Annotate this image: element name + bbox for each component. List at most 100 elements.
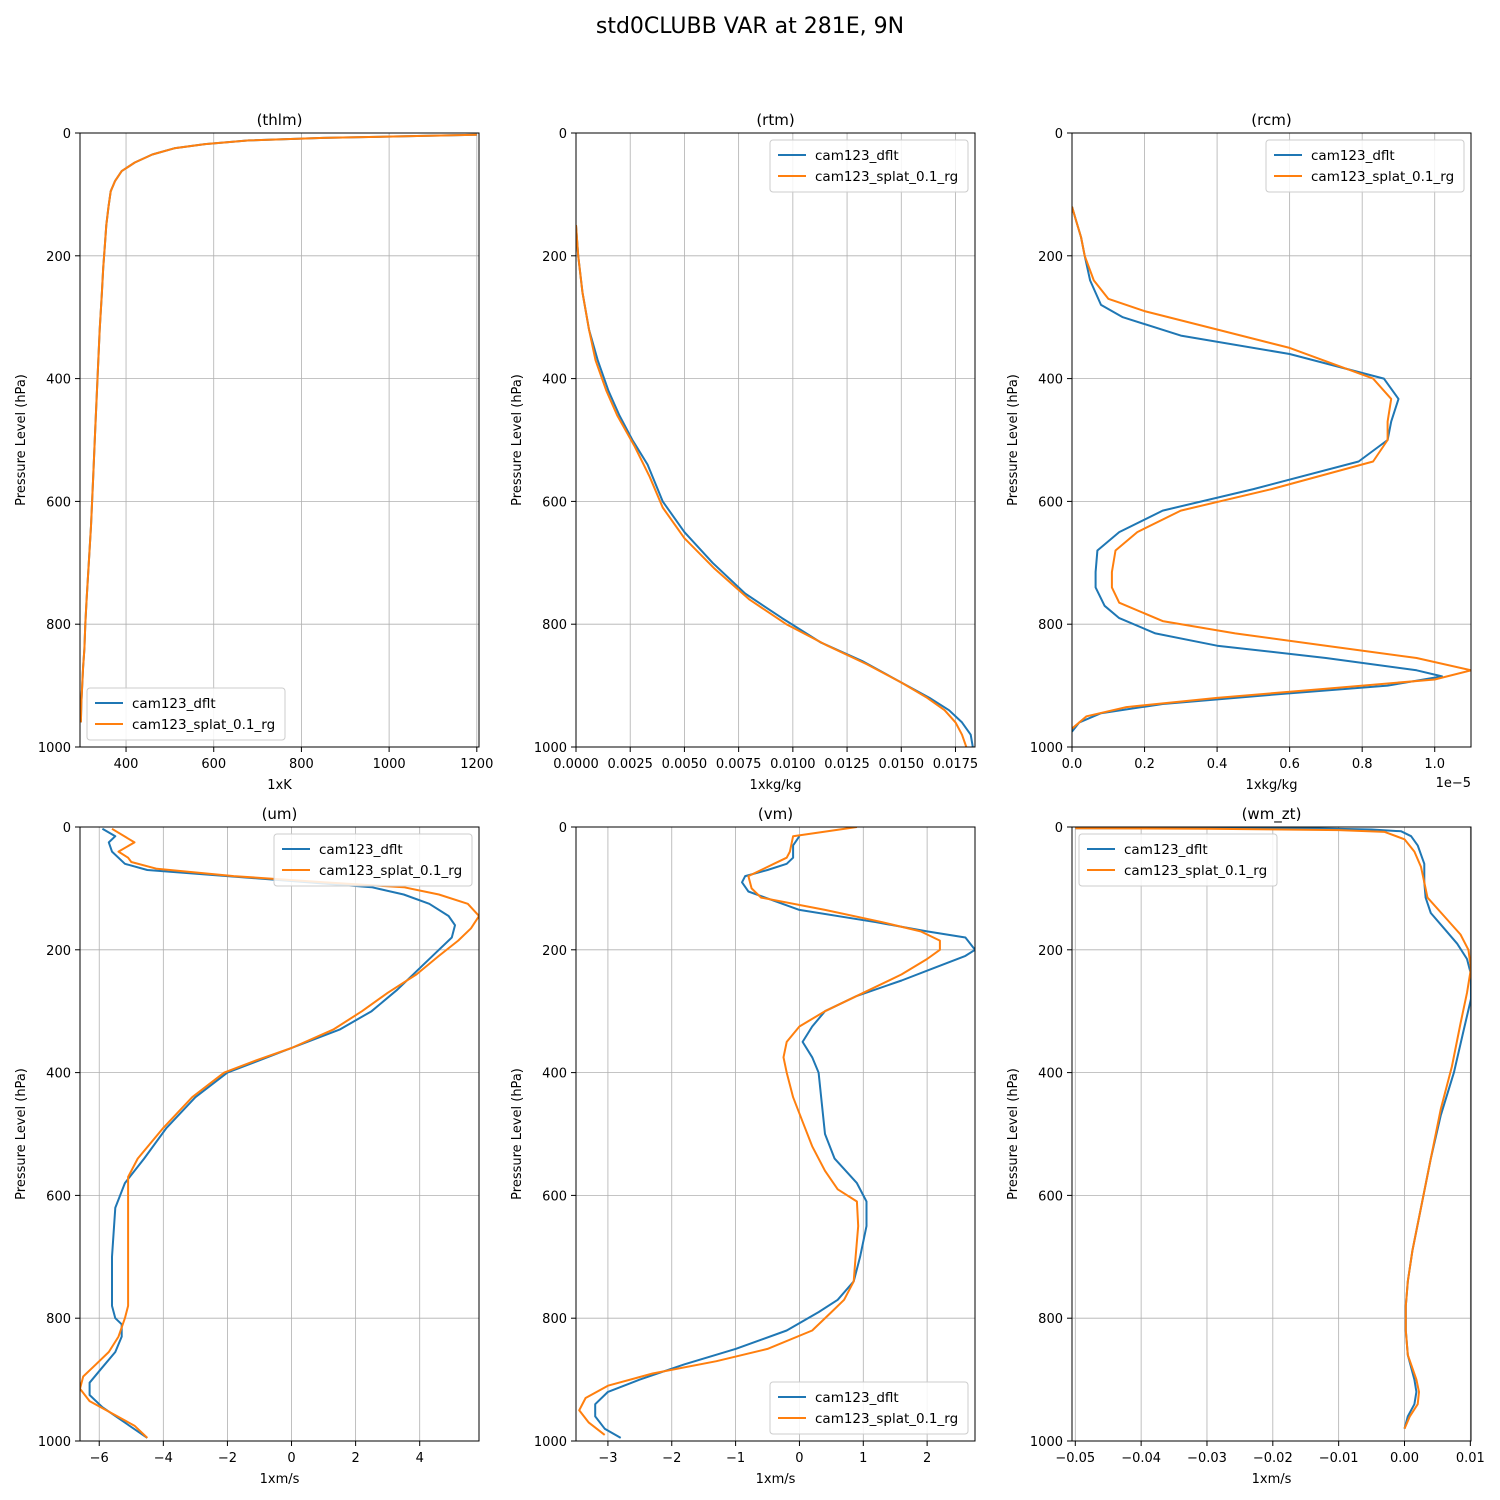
y-tick-label: 600 <box>46 495 71 510</box>
series-line-cam123_dflt <box>80 133 477 723</box>
x-tick-label: 0.4 <box>1207 757 1228 772</box>
y-tick-label: 600 <box>46 1189 71 1204</box>
x-tick-label: 0.0 <box>1062 757 1083 772</box>
series-line-cam123_splat_0.1_rg <box>80 827 479 1439</box>
series-line-cam123_splat_0.1_rg <box>80 133 477 723</box>
legend-entry: cam123_dflt <box>1124 842 1208 858</box>
x-tick-label: −2 <box>218 1451 237 1466</box>
x-tick-label: 0.2 <box>1134 757 1155 772</box>
legend-entry: cam123_splat_0.1_rg <box>132 717 275 733</box>
plot-frame <box>575 826 976 1442</box>
series-line-cam123_dflt <box>88 827 456 1439</box>
legend-entry: cam123_dflt <box>1311 148 1395 164</box>
legend: cam123_dflt cam123_splat_0.1_rg <box>273 833 473 887</box>
x-tick-label: 0.6 <box>1279 757 1300 772</box>
y-tick-label: 400 <box>46 373 71 388</box>
y-axis-label: Pressure Level (hPa) <box>1006 1068 1021 1200</box>
plot-frame <box>79 826 480 1442</box>
x-tick-label: 0.00 <box>1390 1451 1419 1466</box>
series-line-cam123_splat_0.1_rg <box>578 827 941 1436</box>
x-tick-label: 2 <box>351 1451 359 1466</box>
y-tick-label: 600 <box>542 1189 567 1204</box>
x-tick-label: 0 <box>287 1451 295 1466</box>
legend: cam123_dflt cam123_splat_0.1_rg <box>769 139 969 193</box>
legend-entry: cam123_dflt <box>319 842 403 858</box>
legend-box <box>86 687 286 741</box>
y-tick-label: 400 <box>1038 373 1063 388</box>
y-tick-label: 200 <box>46 944 71 959</box>
y-tick-label: 200 <box>1038 944 1063 959</box>
y-tick-label: 400 <box>542 373 567 388</box>
y-tick-label: 200 <box>542 250 567 265</box>
subplot-title: (rtm) <box>756 111 794 129</box>
legend-entry: cam123_splat_0.1_rg <box>1311 169 1454 185</box>
x-tick-label: 0.01 <box>1456 1451 1485 1466</box>
x-tick-label: 0.0000 <box>553 757 599 772</box>
y-tick-label: 600 <box>1038 495 1063 510</box>
subplot-vm: −3 −2 −1 0 1 2 0 200 400 600 800 1000 (vm) 1xm/s Press… <box>510 805 976 1487</box>
y-axis-label: Pressure Level (hPa) <box>510 1068 525 1200</box>
legend-entry: cam123_splat_0.1_rg <box>1124 863 1267 879</box>
x-tick-label: −0.03 <box>1187 1451 1227 1466</box>
subplot-title: (vm) <box>758 805 793 823</box>
x-tick-label: 0.0175 <box>933 757 979 772</box>
legend-box <box>273 833 473 887</box>
x-axis-label: 1xK <box>267 778 292 793</box>
legend-entry: cam123_dflt <box>815 148 899 164</box>
subplot-um: −6 −4 −2 0 2 4 0 200 400 600 800 1000 (um) 1xm/s Press… <box>14 805 480 1487</box>
series-line-cam123_dflt <box>576 225 974 747</box>
y-tick-label: 400 <box>1038 1067 1063 1082</box>
legend-entry: cam123_splat_0.1_rg <box>815 169 958 185</box>
subplot-title: (wm_zt) <box>1242 805 1302 824</box>
x-tick-label: 600 <box>201 757 226 772</box>
x-tick-label: 2 <box>923 1451 931 1466</box>
x-tick-label: 0.0075 <box>716 757 762 772</box>
legend: cam123_dflt cam123_splat_0.1_rg <box>769 1381 969 1435</box>
legend-entry: cam123_splat_0.1_rg <box>815 1411 958 1427</box>
legend-box <box>769 1381 969 1435</box>
x-tick-label: 1200 <box>460 757 493 772</box>
y-tick-label: 0 <box>63 821 71 836</box>
y-tick-label: 0 <box>1055 821 1063 836</box>
x-tick-label: −2 <box>662 1451 681 1466</box>
x-tick-label: −4 <box>154 1451 173 1466</box>
y-axis-label: Pressure Level (hPa) <box>14 374 29 506</box>
y-tick-label: 1000 <box>534 1435 567 1450</box>
x-tick-label: 0.8 <box>1352 757 1373 772</box>
series-line-cam123_splat_0.1_rg <box>1075 827 1471 1430</box>
legend: cam123_dflt cam123_splat_0.1_rg <box>1078 833 1278 887</box>
series-line-cam123_splat_0.1_rg <box>576 225 968 747</box>
series-line-cam123_dflt <box>1072 206 1443 733</box>
y-tick-label: 800 <box>46 618 71 633</box>
y-tick-label: 0 <box>63 127 71 142</box>
legend-entry: cam123_dflt <box>132 696 216 712</box>
legend: cam123_dflt cam123_splat_0.1_rg <box>1265 139 1465 193</box>
x-axis-label: 1xm/s <box>260 1472 300 1487</box>
x-axis-label: 1xkg/kg <box>750 778 802 793</box>
y-tick-label: 0 <box>559 821 567 836</box>
y-tick-label: 200 <box>1038 250 1063 265</box>
legend: cam123_dflt cam123_splat_0.1_rg <box>86 687 286 741</box>
x-tick-label: −0.01 <box>1319 1451 1359 1466</box>
x-axis-label: 1xm/s <box>1252 1472 1292 1487</box>
y-tick-label: 1000 <box>1030 1435 1063 1450</box>
y-tick-label: 200 <box>542 944 567 959</box>
x-tick-label: 1.0 <box>1424 757 1445 772</box>
subplot-title: (rcm) <box>1251 111 1291 129</box>
y-tick-label: 800 <box>542 618 567 633</box>
plot-frame <box>79 132 480 748</box>
y-tick-label: 1000 <box>1030 741 1063 756</box>
x-tick-label: 0.0100 <box>770 757 816 772</box>
y-tick-label: 600 <box>1038 1189 1063 1204</box>
series-line-cam123_splat_0.1_rg <box>1072 206 1471 730</box>
y-tick-label: 200 <box>46 250 71 265</box>
y-tick-label: 400 <box>46 1067 71 1082</box>
x-tick-label: 4 <box>416 1451 424 1466</box>
y-tick-label: 0 <box>1055 127 1063 142</box>
subplot-thlm: 400 600 800 1000 1200 0 200 400 600 800 1000 (thlm)… <box>14 111 493 793</box>
x-offset-label: 1e−5 <box>1436 776 1471 791</box>
subplot-title: (thlm) <box>257 111 303 129</box>
x-tick-label: −0.02 <box>1253 1451 1293 1466</box>
y-tick-label: 800 <box>1038 1312 1063 1327</box>
